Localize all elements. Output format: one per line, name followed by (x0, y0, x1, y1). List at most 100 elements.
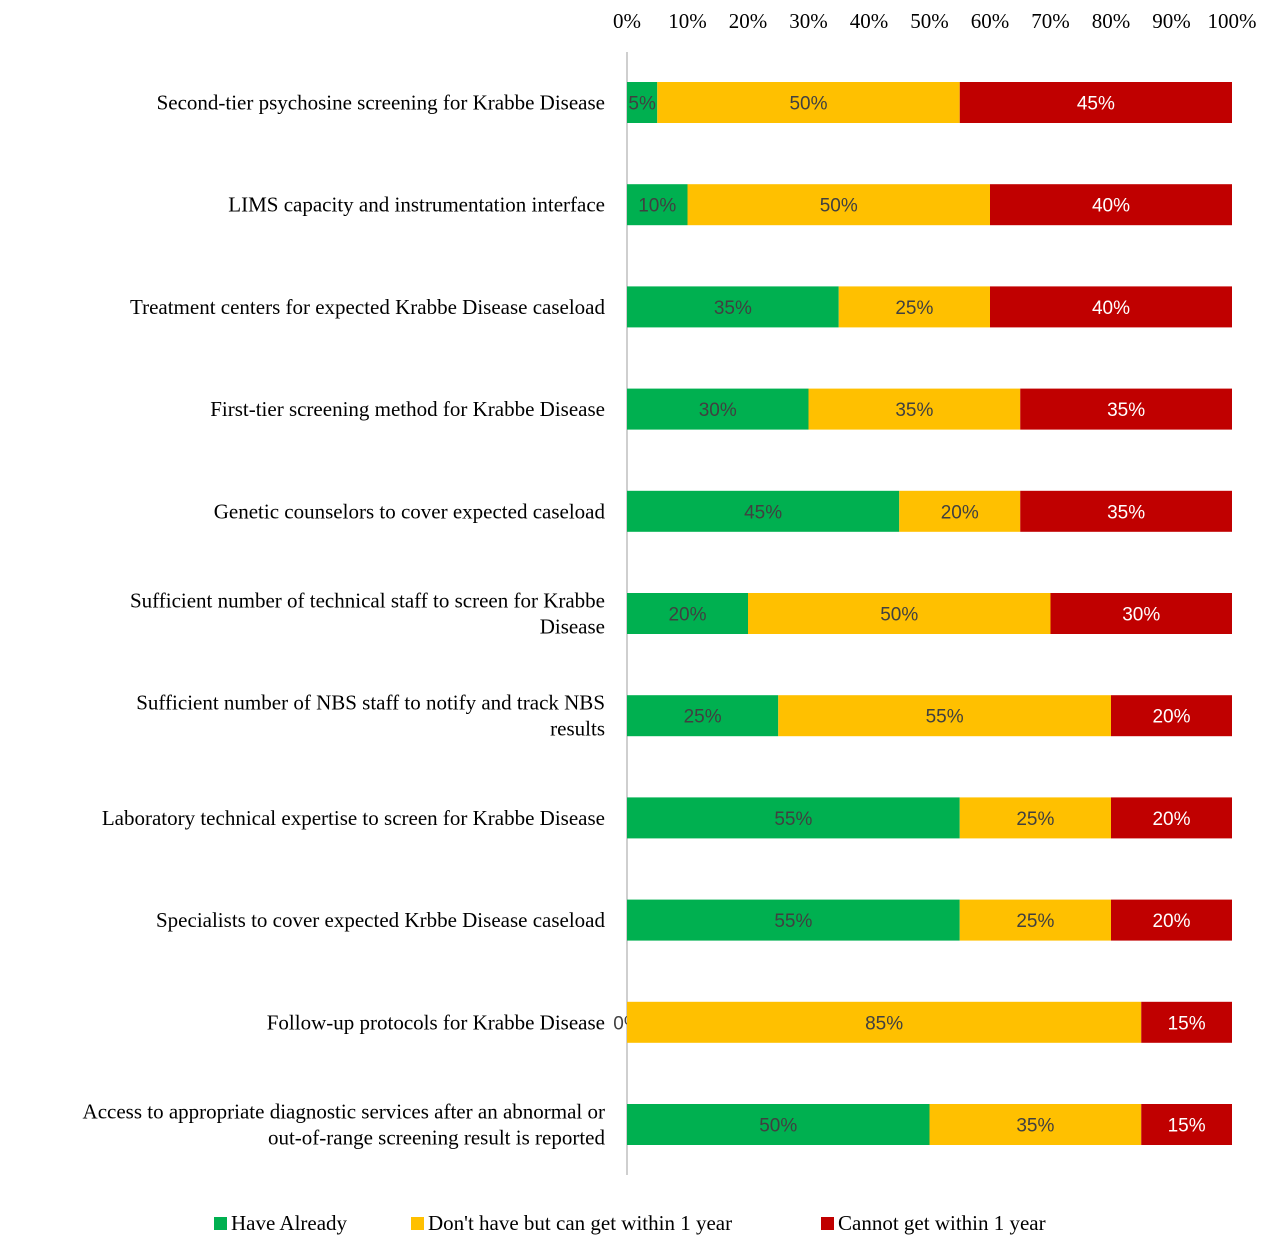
bar-cannot-get-within-1-year (1020, 388, 1232, 430)
category-label-line: Sufficient number of NBS staff to notify… (136, 691, 605, 715)
data-label: 40% (1092, 196, 1130, 217)
x-tick-label: 10% (668, 9, 707, 33)
bar-don-t-have-but-can-get-within-1-year (899, 490, 1021, 532)
x-tick-label: 50% (910, 9, 949, 33)
data-label: 15% (1168, 1013, 1206, 1034)
legend-swatch-don-t-have-but-can-get-within-1-year (411, 1217, 424, 1230)
bar-cannot-get-within-1-year (1111, 695, 1232, 737)
data-label: 45% (744, 502, 782, 523)
data-label: 85% (865, 1013, 903, 1034)
category-label-line: out-of-range screening result is reporte… (268, 1126, 606, 1150)
category-label: Treatment centers for expected Krabbe Di… (130, 295, 606, 319)
bar-cannot-get-within-1-year (1111, 797, 1232, 839)
x-tick-label: 100% (1208, 9, 1257, 33)
category-label: Genetic counselors to cover expected cas… (214, 499, 606, 523)
data-label: 35% (1016, 1116, 1054, 1137)
bar-have-already (627, 899, 960, 941)
category-label: LIMS capacity and instrumentation interf… (228, 193, 605, 217)
x-tick-label: 40% (850, 9, 889, 33)
data-label: 30% (699, 400, 737, 421)
bar-have-already (627, 286, 839, 328)
bar-have-already (627, 82, 658, 123)
bar-cannot-get-within-1-year (1141, 1001, 1232, 1043)
x-tick-label: 70% (1031, 9, 1070, 33)
legend-label: Have Already (231, 1211, 348, 1235)
x-tick-label: 80% (1092, 9, 1131, 33)
category-label-line: Follow-up protocols for Krabbe Disease (267, 1010, 605, 1034)
data-label: 25% (1016, 809, 1054, 830)
bar-don-t-have-but-can-get-within-1-year (929, 1104, 1142, 1145)
category-label-line: Second-tier psychosine screening for Kra… (157, 91, 605, 115)
data-label: 55% (926, 707, 964, 728)
category-label-line: First-tier screening method for Krabbe D… (210, 397, 605, 421)
bar-have-already (627, 797, 960, 839)
data-label: 35% (895, 400, 933, 421)
bar-have-already (627, 388, 809, 430)
bar-don-t-have-but-can-get-within-1-year (778, 695, 1111, 737)
bar-cannot-get-within-1-year (990, 286, 1232, 328)
data-label: 25% (1016, 911, 1054, 932)
bar-cannot-get-within-1-year (990, 184, 1232, 226)
data-label: 20% (1152, 707, 1190, 728)
category-label-line: Specialists to cover expected Krbbe Dise… (156, 908, 605, 932)
data-label: 35% (1107, 400, 1145, 421)
bar-don-t-have-but-can-get-within-1-year (959, 899, 1111, 941)
data-label: 10% (638, 196, 676, 217)
category-label: First-tier screening method for Krabbe D… (210, 397, 605, 421)
category-label-line: Disease (540, 615, 605, 639)
category-label: Follow-up protocols for Krabbe Disease (267, 1010, 605, 1034)
bar-have-already (627, 593, 748, 634)
category-label: Sufficient number of technical staff to … (130, 589, 605, 639)
bar-cannot-get-within-1-year (1141, 1104, 1232, 1145)
data-label: 25% (684, 707, 722, 728)
bar-don-t-have-but-can-get-within-1-year (748, 593, 1051, 634)
data-label: 5% (628, 94, 656, 115)
bar-don-t-have-but-can-get-within-1-year (657, 82, 960, 123)
bar-don-t-have-but-can-get-within-1-year (959, 797, 1111, 839)
category-label-line: results (550, 717, 605, 741)
data-label: 55% (774, 809, 812, 830)
category-labels: Second-tier psychosine screening for Kra… (83, 91, 606, 1150)
bar-don-t-have-but-can-get-within-1-year (687, 184, 990, 226)
x-tick-label: 30% (789, 9, 828, 33)
category-label: Access to appropriate diagnostic service… (83, 1100, 606, 1150)
bars: 5% 50% 45% 10% 50% 40% 35% 25% 40% 30% 35% 35% 45% 20… (613, 82, 1232, 1145)
legend-label: Cannot get within 1 year (838, 1211, 1046, 1235)
bar-have-already (627, 695, 779, 737)
bar-have-already (627, 1104, 930, 1145)
bar-cannot-get-within-1-year (1111, 899, 1232, 941)
bar-don-t-have-but-can-get-within-1-year (627, 1001, 1142, 1043)
category-label-line: Sufficient number of technical staff to … (130, 589, 605, 613)
x-tick-label: 20% (729, 9, 768, 33)
bar-don-t-have-but-can-get-within-1-year (808, 388, 1021, 430)
category-label: Laboratory technical expertise to screen… (102, 806, 605, 830)
legend-swatch-cannot-get-within-1-year (821, 1217, 834, 1230)
category-label-line: LIMS capacity and instrumentation interf… (228, 193, 605, 217)
x-axis-ticks: 0% 10% 20% 30% 40% 50% 60% 70% 80% 90% 100% (613, 9, 1257, 33)
bar-have-already (627, 490, 900, 532)
data-label: 50% (789, 94, 827, 115)
x-tick-label: 60% (971, 9, 1010, 33)
category-label-line: Access to appropriate diagnostic service… (83, 1100, 605, 1124)
data-label: 50% (880, 605, 918, 626)
data-label: 35% (1107, 502, 1145, 523)
data-label: 45% (1077, 94, 1115, 115)
bar-don-t-have-but-can-get-within-1-year (838, 286, 990, 328)
bar-cannot-get-within-1-year (959, 82, 1232, 123)
data-label: 30% (1122, 605, 1160, 626)
data-label: 50% (759, 1116, 797, 1137)
legend-swatch-have-already (214, 1217, 227, 1230)
category-label-line: Laboratory technical expertise to screen… (102, 806, 605, 830)
bar-have-already (627, 184, 688, 226)
category-label: Sufficient number of NBS staff to notify… (136, 691, 605, 741)
data-label: 20% (941, 502, 979, 523)
data-label: 20% (1152, 911, 1190, 932)
data-label: 50% (820, 196, 858, 217)
data-label: 25% (895, 298, 933, 319)
category-label-line: Treatment centers for expected Krabbe Di… (130, 295, 606, 319)
bar-cannot-get-within-1-year (1050, 593, 1232, 634)
category-label: Specialists to cover expected Krbbe Dise… (156, 908, 605, 932)
data-label: 40% (1092, 298, 1130, 319)
data-label: 55% (774, 911, 812, 932)
